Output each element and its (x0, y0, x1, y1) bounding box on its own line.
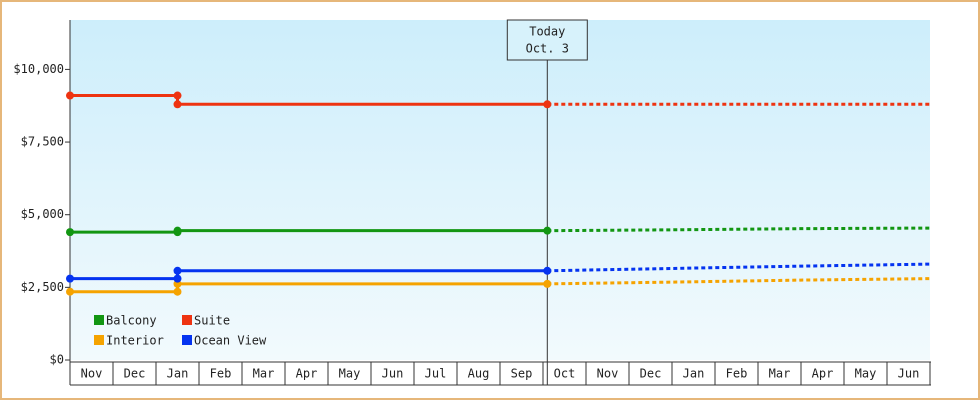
x-tick-label: May (855, 367, 877, 381)
x-tick-label: Sep (511, 367, 533, 381)
y-tick-label: $10,000 (13, 62, 64, 76)
y-tick-label: $2,500 (21, 280, 64, 294)
legend-swatch (182, 335, 192, 345)
x-tick-label: Jun (898, 367, 920, 381)
legend-label: Balcony (106, 314, 157, 328)
x-tick-label: Oct (554, 367, 576, 381)
forecast-line (547, 277, 931, 286)
plot-area (70, 20, 930, 360)
point (543, 279, 552, 288)
legend-swatch (94, 315, 104, 325)
point (173, 100, 182, 109)
x-tick-label: Mar (769, 367, 791, 381)
point (543, 226, 552, 235)
forecast-line (547, 262, 931, 273)
x-tick-label: May (339, 367, 361, 381)
point (173, 266, 182, 275)
forecast-line (547, 226, 931, 233)
x-tick-label: Apr (812, 367, 834, 381)
legend-label: Ocean View (194, 334, 267, 348)
y-tick-label: $7,500 (21, 135, 64, 149)
legend-swatch (94, 335, 104, 345)
x-tick-label: Jun (382, 367, 404, 381)
x-tick-label: Mar (253, 367, 275, 381)
series-line (70, 94, 548, 106)
point (543, 100, 552, 109)
point (66, 91, 74, 100)
series-line (70, 229, 548, 234)
x-tick-label: Dec (640, 367, 662, 381)
x-tick-label: Apr (296, 367, 318, 381)
point (173, 91, 182, 100)
y-tick-label: $0 (50, 353, 64, 367)
x-tick-label: Nov (81, 367, 103, 381)
x-tick-label: Dec (124, 367, 146, 381)
legend-swatch (182, 315, 192, 325)
point (66, 274, 74, 283)
y-tick-label: $5,000 (21, 207, 64, 221)
x-tick-label: Jan (683, 367, 705, 381)
point (66, 228, 74, 237)
x-tick-label: Jul (425, 367, 447, 381)
point (173, 287, 182, 296)
legend-label: Interior (106, 334, 164, 348)
point (66, 287, 74, 296)
x-tick-label: Aug (468, 367, 490, 381)
x-tick-label: Feb (210, 367, 232, 381)
legend-label: Suite (194, 314, 230, 328)
point (543, 266, 552, 275)
today-label: Today (529, 25, 565, 39)
x-tick-label: Jan (167, 367, 189, 381)
x-tick-label: Feb (726, 367, 748, 381)
today-box (506, 19, 588, 61)
today-label: Oct. 3 (526, 42, 569, 56)
point (173, 274, 182, 283)
x-tick-label: Nov (597, 367, 619, 381)
point (173, 226, 182, 235)
